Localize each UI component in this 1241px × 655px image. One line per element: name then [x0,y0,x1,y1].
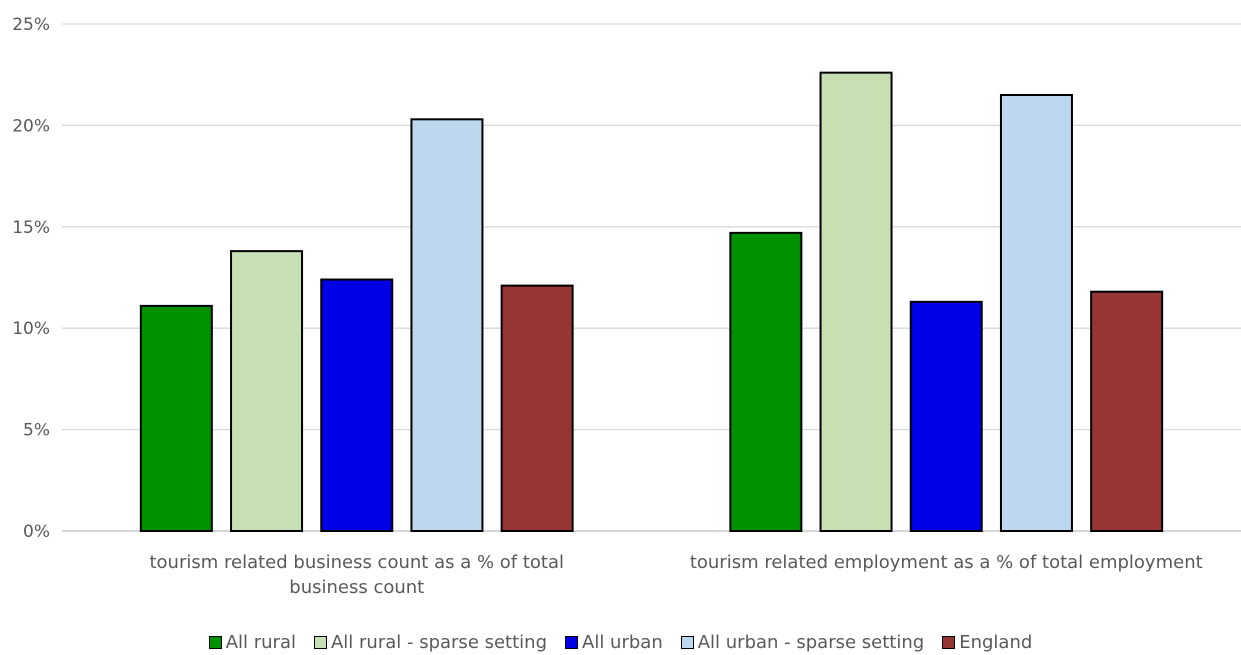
legend-label: All urban - sparse setting [697,631,925,653]
x-category-label: tourism related business count as a % of… [149,552,564,598]
y-tick-label: 10% [12,319,50,339]
legend-item: All urban [565,632,663,653]
bar [500,284,574,532]
legend-item: England [942,632,1032,653]
legend-label: All rural [225,631,296,653]
legend-label: All urban [582,631,663,653]
y-tick-label: 20% [12,116,50,136]
bar [909,300,983,532]
legend-swatch [942,635,956,649]
bar [230,250,304,533]
bar [320,278,394,533]
legend-item: All rural [208,631,296,653]
bar [410,118,484,532]
bar [1090,290,1164,533]
legend-swatch [208,635,222,649]
legend-label: England [959,631,1033,653]
legend-swatch [680,635,694,649]
bar-chart: 0% 5% 10% 15% 20% 25% tourism related business… [12,15,1241,598]
bar [729,231,803,532]
y-tick-label: 25% [12,15,50,35]
y-tick-label: 15% [12,218,50,238]
legend-item: All urban - sparse setting [680,631,925,653]
bar [819,71,893,532]
legend-label: All rural - sparse setting [330,631,548,653]
y-tick-label: 5% [23,421,50,441]
legend-item: All rural - sparse setting [313,631,548,653]
legend-swatch [565,635,579,649]
bar [139,304,213,532]
x-category-label: tourism related employment as a % of tot… [690,552,1203,573]
y-tick-label: 0% [23,522,50,542]
bar [999,93,1073,532]
legend: All rural All rural - sparse setting All u… [0,630,1241,654]
legend-swatch [313,635,327,649]
